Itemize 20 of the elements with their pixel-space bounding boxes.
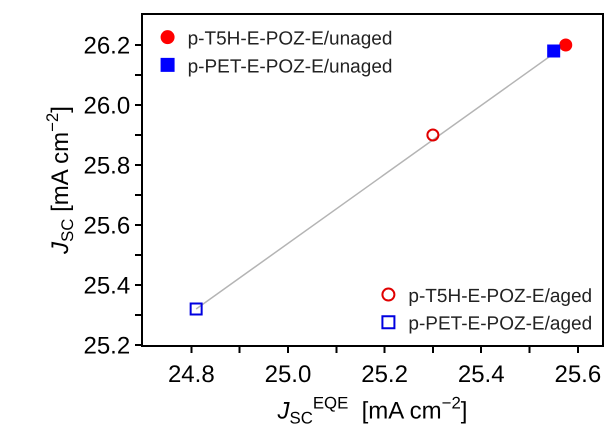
y-tick-label: 25.6 xyxy=(83,212,130,240)
x-tick-label: 25.4 xyxy=(458,360,505,388)
legend-label: p-PET-E-POZ-E/unaged xyxy=(188,56,392,78)
x-tick-label: 25.0 xyxy=(264,360,312,388)
y-tick-label: 25.4 xyxy=(83,272,130,300)
x-tick-label: 25.6 xyxy=(554,360,602,388)
legend-label: p-T5H-E-POZ-E/aged xyxy=(408,286,592,307)
point xyxy=(190,302,203,316)
y-tick-label: 25.8 xyxy=(83,152,130,180)
legend-label: p-T5H-E-POZ-E/unaged xyxy=(188,28,392,50)
point xyxy=(426,128,440,142)
point xyxy=(547,44,560,58)
y-tick-label: 26.2 xyxy=(83,32,130,60)
y-tick-label: 25.2 xyxy=(83,332,130,360)
x-tick-label: 25.2 xyxy=(361,360,408,388)
x-tick-label: 24.8 xyxy=(168,360,215,388)
y-tick-label: 26.0 xyxy=(83,92,130,120)
legend-label: p-PET-E-POZ-E/aged xyxy=(408,314,592,335)
x-axis-title: J$_{SC}$$^{EQE}$ [mA cm$^{−2}$] xyxy=(276,394,468,428)
point xyxy=(559,38,572,52)
